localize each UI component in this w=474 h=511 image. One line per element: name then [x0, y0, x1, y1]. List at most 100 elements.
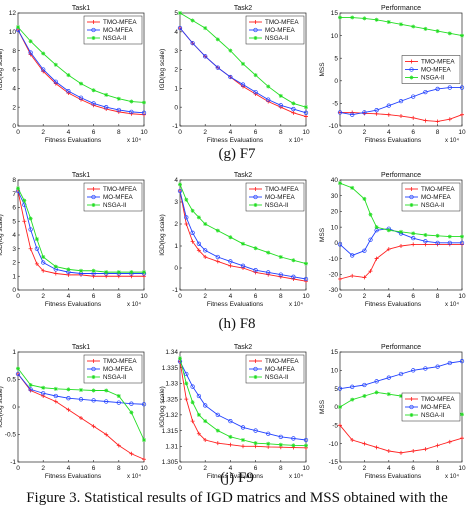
chart-panel-2 — [177, 11, 309, 127]
legend-label: NSGA-II — [103, 35, 127, 42]
legend-marker — [253, 27, 258, 33]
data-point-mo-mfea — [184, 371, 189, 377]
y-tick-label: -5 — [332, 101, 338, 108]
legend-label: TMO-MFEA — [103, 19, 137, 26]
x-tick-label: 4 — [67, 129, 71, 136]
x-tick-label: 10 — [458, 129, 466, 136]
legend-label: TMO-MFEA — [265, 19, 299, 26]
data-point-mo-mfea — [423, 239, 428, 244]
data-point-mo-mfea — [215, 412, 220, 418]
data-point-nsga-ii — [16, 366, 20, 371]
data-point-mo-mfea — [28, 227, 33, 232]
x-tick-label: 8 — [279, 465, 283, 472]
data-point-tmo-mfea — [190, 239, 195, 244]
x-exponent-label: x 10⁴ — [127, 301, 141, 308]
chart-legend — [83, 182, 143, 212]
data-point-nsga-ii — [338, 405, 342, 409]
data-point-nsga-ii — [374, 17, 379, 22]
legend-marker — [91, 20, 96, 24]
data-point-tmo-mfea — [142, 457, 146, 462]
x-tick-label: 8 — [117, 465, 121, 472]
data-point-mo-mfea — [53, 393, 58, 399]
data-point-nsga-ii — [291, 101, 296, 106]
data-point-mo-mfea — [337, 242, 343, 247]
data-point-mo-mfea — [78, 95, 84, 100]
y-tick-label: 30 — [331, 193, 339, 200]
data-point-mo-mfea — [215, 254, 220, 260]
y-tick-label: 4 — [174, 177, 178, 184]
y-tick-label: 10 — [9, 29, 17, 36]
data-point-tmo-mfea — [374, 256, 379, 261]
legend-label: MO-MFEA — [421, 404, 452, 411]
y-axis-label: IGD(log scale) — [0, 49, 4, 91]
x-tick-label: 4 — [229, 465, 233, 472]
y-tick-label: 12 — [9, 10, 17, 17]
data-point-tmo-mfea — [228, 263, 233, 268]
legend-label: MO-MFEA — [103, 366, 134, 373]
y-tick-label: 5 — [334, 386, 338, 393]
data-point-nsga-ii — [362, 394, 367, 398]
y-tick-label: 8 — [12, 177, 16, 184]
data-point-nsga-ii — [362, 16, 367, 21]
data-point-nsga-ii — [411, 24, 416, 29]
chart-title: Task2 — [234, 344, 252, 351]
x-tick-label: 0 — [178, 465, 182, 472]
y-tick-label: 15 — [331, 10, 339, 17]
data-point-mo-mfea — [41, 260, 46, 265]
series-line-mo-mfea — [179, 27, 307, 114]
data-point-nsga-ii — [460, 234, 464, 239]
legend-marker — [253, 36, 258, 40]
data-point-mo-mfea — [291, 106, 296, 112]
data-point-mo-mfea — [253, 268, 258, 273]
legend-label: TMO-MFEA — [265, 186, 299, 193]
data-point-nsga-ii — [184, 197, 189, 202]
data-point-nsga-ii — [66, 73, 71, 78]
data-point-mo-mfea — [240, 82, 246, 87]
chart-panel-5 — [177, 179, 309, 291]
data-point-nsga-ii — [116, 96, 121, 101]
legend-marker — [409, 203, 414, 207]
data-point-nsga-ii — [447, 31, 452, 36]
data-point-tmo-mfea — [34, 261, 39, 266]
y-tick-label: 0 — [174, 104, 178, 111]
data-point-mo-mfea — [291, 436, 296, 441]
legend-label: NSGA-II — [421, 75, 445, 82]
data-point-tmo-mfea — [374, 445, 379, 450]
data-point-mo-mfea — [15, 371, 21, 377]
legend-label: MO-MFEA — [421, 194, 452, 201]
data-point-nsga-ii — [368, 212, 373, 217]
x-tick-label: 0 — [338, 293, 342, 300]
data-point-mo-mfea — [423, 366, 428, 371]
legend-marker — [253, 203, 258, 207]
y-tick-label: 1.33 — [165, 381, 178, 388]
data-point-mo-mfea — [411, 94, 416, 99]
legend-marker — [253, 20, 258, 24]
data-point-nsga-ii — [22, 198, 27, 203]
data-point-tmo-mfea — [291, 277, 296, 281]
data-point-tmo-mfea — [350, 438, 355, 442]
x-tick-label: 2 — [41, 293, 45, 300]
data-point-tmo-mfea — [142, 274, 146, 279]
data-point-nsga-ii — [241, 241, 245, 246]
y-tick-label: -20 — [329, 271, 339, 278]
data-point-tmo-mfea — [215, 441, 220, 446]
data-point-tmo-mfea — [374, 111, 379, 116]
data-point-mo-mfea — [362, 382, 367, 388]
data-point-mo-mfea — [91, 398, 96, 403]
data-point-tmo-mfea — [423, 447, 428, 452]
x-exponent-label: x 10⁴ — [445, 137, 459, 144]
data-point-mo-mfea — [215, 65, 220, 70]
data-point-mo-mfea — [129, 109, 134, 115]
x-tick-label: 10 — [302, 465, 310, 472]
data-point-mo-mfea — [116, 107, 121, 113]
data-point-nsga-ii — [304, 443, 308, 448]
x-tick-label: 10 — [140, 129, 148, 136]
data-point-tmo-mfea — [266, 272, 271, 277]
y-tick-label: 3 — [12, 246, 16, 253]
y-tick-label: 1 — [174, 243, 178, 250]
data-point-nsga-ii — [386, 20, 391, 25]
data-point-nsga-ii — [435, 233, 440, 238]
data-point-mo-mfea — [34, 246, 40, 251]
data-point-tmo-mfea — [66, 272, 71, 277]
x-tick-label: 6 — [92, 293, 96, 300]
